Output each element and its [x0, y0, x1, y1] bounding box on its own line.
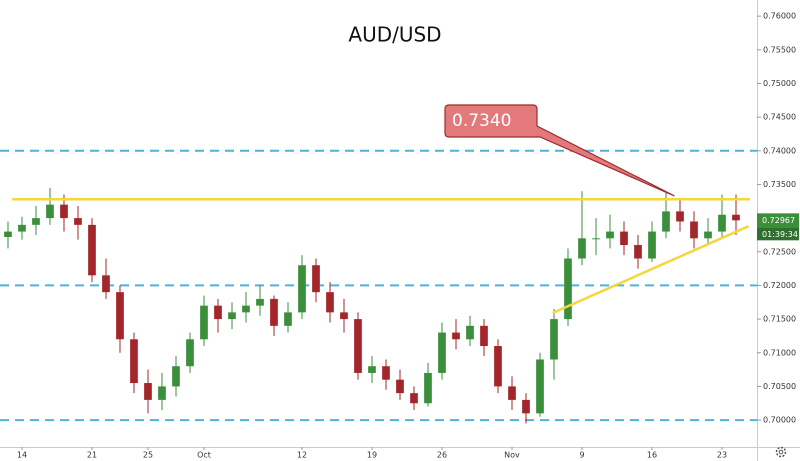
candle-body — [732, 214, 740, 221]
candle-body — [18, 224, 26, 232]
x-tick-label: 9 — [579, 451, 584, 460]
y-tick-label: 0.72000 — [763, 281, 796, 290]
candle-body — [284, 312, 292, 326]
candle-body — [4, 231, 12, 237]
candle-body — [368, 366, 376, 373]
candle-body — [340, 312, 348, 320]
y-tick-label: 0.75000 — [763, 79, 796, 88]
candle-body — [606, 231, 614, 239]
candle-body — [88, 224, 96, 276]
x-tick-label: 26 — [437, 451, 447, 460]
gear-center[interactable] — [778, 449, 784, 455]
candle-body — [452, 332, 460, 340]
candle-body — [32, 218, 40, 225]
candle-body — [186, 339, 194, 367]
candle-body — [494, 346, 502, 387]
candle-body — [116, 292, 124, 340]
y-tick-label: 0.70000 — [763, 416, 796, 425]
candle-body — [270, 298, 278, 326]
candle-body — [326, 292, 334, 313]
x-tick-label: 19 — [367, 451, 377, 460]
candle-body — [480, 325, 488, 347]
y-tick-label: 0.75500 — [763, 45, 796, 54]
x-tick-label: 25 — [143, 451, 153, 460]
y-tick-label: 0.74500 — [763, 113, 796, 122]
candle-body — [144, 383, 152, 400]
candle-body — [46, 204, 54, 219]
x-tick-label: 21 — [87, 451, 97, 460]
x-tick-label: 14 — [17, 451, 27, 460]
y-tick-label: 0.76000 — [763, 12, 796, 21]
countdown-label: 01:39:34 — [762, 230, 798, 239]
candle-body — [312, 265, 320, 293]
y-tick-label: 0.71000 — [763, 348, 796, 357]
last-price-label: 0.72967 — [762, 216, 795, 225]
settings-icon[interactable] — [775, 446, 787, 458]
countdown-box — [757, 227, 799, 241]
x-tick-label: Oct — [197, 451, 211, 460]
candle-body — [634, 245, 642, 259]
x-tick-label: 23 — [717, 451, 727, 460]
plot: 0.70000 0.70500 0.71000 0.71500 0.72000 0.725… — [0, 12, 799, 460]
x-tick-label: 12 — [297, 451, 307, 460]
candle-body — [410, 393, 418, 404]
candle-body — [620, 231, 628, 246]
gear[interactable] — [775, 446, 787, 458]
chart-title: AUD/USD — [348, 23, 441, 47]
y-tick-label: 0.74000 — [763, 146, 796, 155]
callout-box — [444, 104, 675, 197]
x-tick-label: Nov — [504, 451, 520, 460]
x-tick-label: 16 — [647, 451, 657, 460]
candle-body — [130, 339, 138, 384]
candle-body — [424, 372, 432, 404]
candle-body — [74, 218, 82, 225]
candle-body — [396, 379, 404, 394]
candle-body — [592, 238, 600, 240]
candle-body — [60, 204, 68, 219]
candle-body — [564, 258, 572, 320]
candle-body — [676, 211, 684, 222]
callout-label: 0.7340 — [452, 111, 511, 131]
y-tick-label: 0.73500 — [763, 180, 796, 189]
candle-body — [242, 305, 250, 313]
candle-body — [214, 305, 222, 320]
candle-body — [200, 305, 208, 340]
candle-body — [158, 386, 166, 400]
candle-body — [578, 238, 586, 259]
y-tick-label: 0.70500 — [763, 382, 796, 391]
candle-body — [522, 399, 530, 414]
candle-body — [536, 359, 544, 414]
candle-body — [382, 366, 390, 380]
candle-body — [508, 386, 516, 400]
candle-body — [438, 332, 446, 373]
last-price-box — [757, 213, 799, 228]
trend-line — [552, 225, 750, 315]
candle-body — [466, 325, 474, 340]
candle-body — [690, 221, 698, 239]
candle-body — [102, 275, 110, 293]
candle-body — [228, 312, 236, 320]
candle-body — [550, 319, 558, 360]
candle-body — [648, 231, 656, 259]
y-tick-label: 0.72500 — [763, 247, 796, 256]
candle-body — [354, 319, 362, 373]
y-tick-label: 0.71500 — [763, 315, 796, 324]
candle-body — [298, 265, 306, 313]
candle-body — [662, 211, 670, 232]
candle-body — [256, 298, 264, 306]
candle-body — [172, 366, 180, 387]
candle-body — [704, 231, 712, 239]
candle-body — [718, 214, 726, 232]
